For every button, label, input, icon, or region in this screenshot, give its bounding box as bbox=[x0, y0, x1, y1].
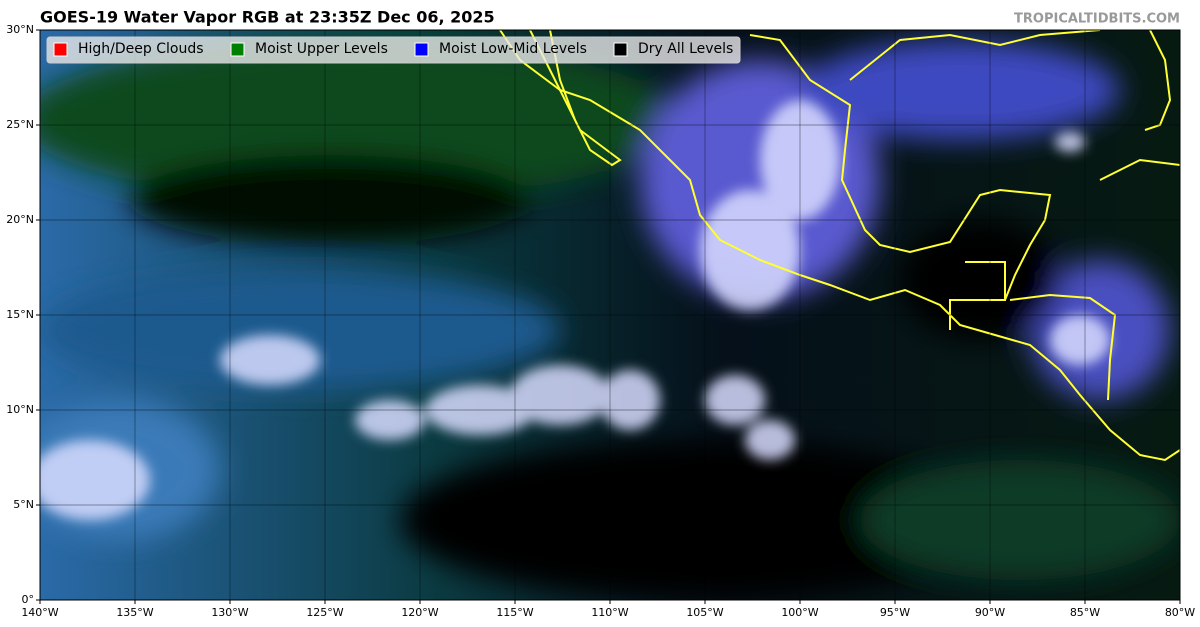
x-tick-label: 115°W bbox=[496, 606, 533, 619]
legend bbox=[46, 36, 741, 64]
x-tick-label: 135°W bbox=[116, 606, 153, 619]
x-tick-label: 105°W bbox=[686, 606, 723, 619]
x-tick-label: 120°W bbox=[401, 606, 438, 619]
legend-swatch bbox=[613, 42, 628, 57]
x-tick-label: 130°W bbox=[211, 606, 248, 619]
x-tick-label: 100°W bbox=[781, 606, 818, 619]
legend-label: Moist Low-Mid Levels bbox=[439, 41, 587, 57]
x-tick-label: 80°W bbox=[1165, 606, 1195, 619]
legend-swatch bbox=[53, 42, 68, 57]
legend-label: High/Deep Clouds bbox=[78, 41, 204, 57]
legend-label: Moist Upper Levels bbox=[255, 41, 388, 57]
x-tick-label: 140°W bbox=[21, 606, 58, 619]
y-tick-label: 25°N bbox=[6, 118, 34, 131]
legend-swatch bbox=[230, 42, 245, 57]
y-tick-label: 20°N bbox=[6, 213, 34, 226]
y-tick-label: 5°N bbox=[13, 498, 34, 511]
x-tick-label: 95°W bbox=[880, 606, 910, 619]
x-tick-label: 90°W bbox=[975, 606, 1005, 619]
y-tick-label: 30°N bbox=[6, 23, 34, 36]
title: GOES-19 Water Vapor RGB at 23:35Z Dec 06… bbox=[40, 8, 495, 27]
credit: TROPICALTIDBITS.COM bbox=[1014, 12, 1180, 27]
y-tick-label: 15°N bbox=[6, 308, 34, 321]
satellite-image bbox=[40, 30, 1180, 600]
y-tick-label: 0° bbox=[22, 593, 35, 606]
x-tick-label: 85°W bbox=[1070, 606, 1100, 619]
y-tick-label: 10°N bbox=[6, 403, 34, 416]
legend-label: Dry All Levels bbox=[638, 41, 733, 57]
legend-swatch bbox=[414, 42, 429, 57]
x-tick-label: 110°W bbox=[591, 606, 628, 619]
x-tick-label: 125°W bbox=[306, 606, 343, 619]
